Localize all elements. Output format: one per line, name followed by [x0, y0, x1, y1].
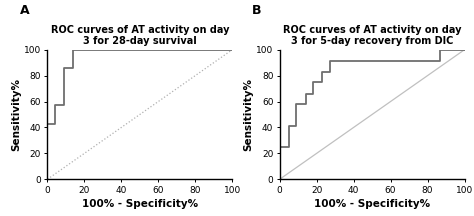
X-axis label: 100% - Specificity%: 100% - Specificity% [314, 199, 430, 209]
Title: ROC curves of AT activity on day
3 for 28-day survival: ROC curves of AT activity on day 3 for 2… [51, 25, 229, 46]
Text: A: A [20, 4, 29, 17]
Text: B: B [252, 4, 262, 17]
Title: ROC curves of AT activity on day
3 for 5-day recovery from DIC: ROC curves of AT activity on day 3 for 5… [283, 25, 461, 46]
X-axis label: 100% - Specificity%: 100% - Specificity% [82, 199, 198, 209]
Y-axis label: Sensitivity%: Sensitivity% [11, 78, 21, 151]
Y-axis label: Sensitivity%: Sensitivity% [243, 78, 254, 151]
